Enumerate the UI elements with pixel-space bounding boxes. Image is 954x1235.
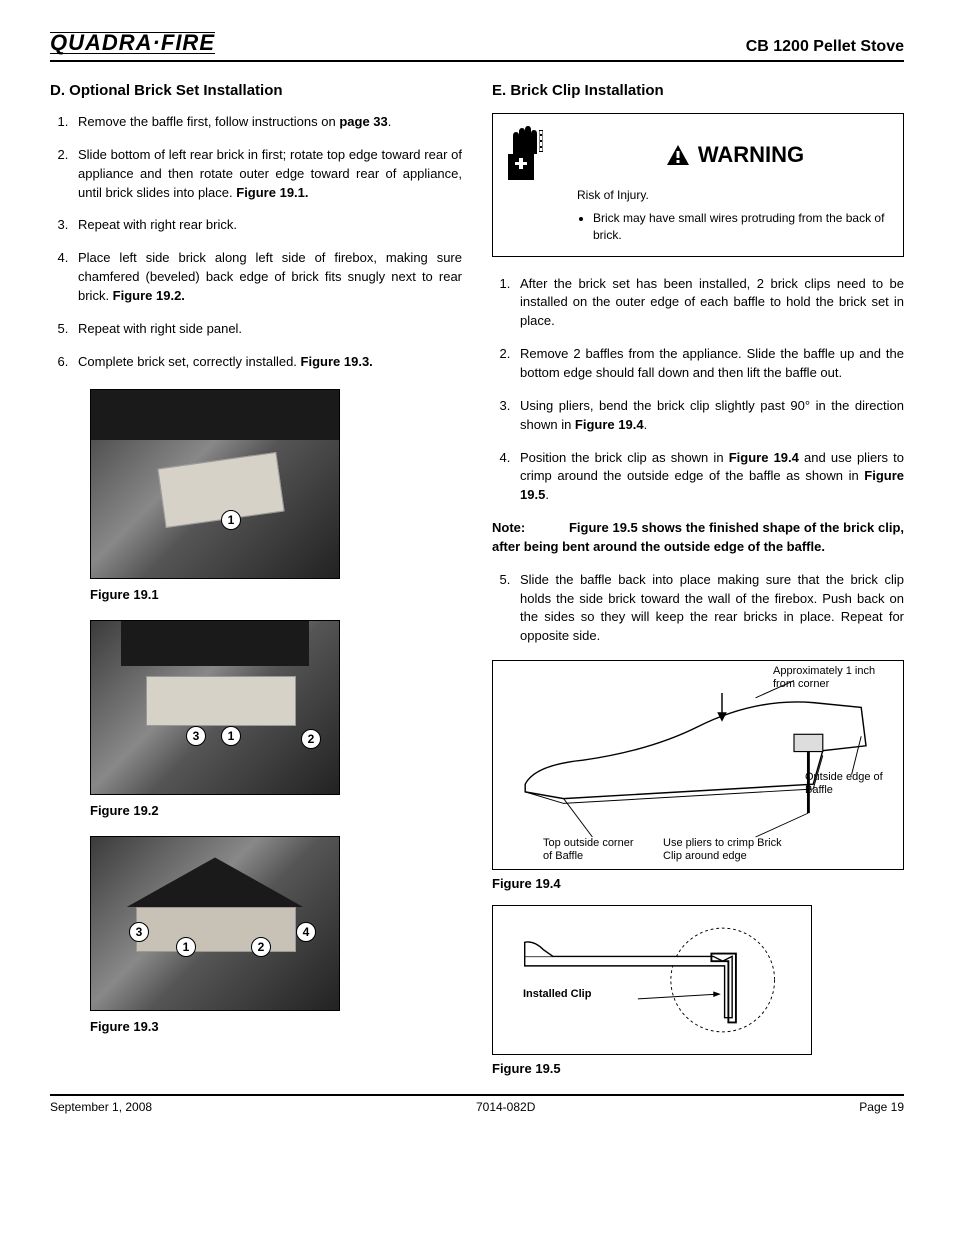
baffle-diagram-svg <box>501 669 895 861</box>
label-installed-clip: Installed Clip <box>523 988 591 1001</box>
step-bold: page 33 <box>339 114 387 129</box>
model-title: CB 1200 Pellet Stove <box>746 38 904 56</box>
warning-header: WARNING <box>503 124 893 186</box>
callout-2: 2 <box>301 729 321 749</box>
figure-19-3: 3 1 2 4 Figure 19.3 <box>90 836 462 1034</box>
warning-body: Risk of Injury. Brick may have small wir… <box>577 188 893 244</box>
left-column: D. Optional Brick Set Installation Remov… <box>50 82 462 1076</box>
step-d5: Repeat with right side panel. <box>72 320 462 339</box>
figure-19-3-photo: 3 1 2 4 <box>90 836 340 1011</box>
section-d-steps: Remove the baffle first, follow instruct… <box>50 113 462 371</box>
warning-risk: Risk of Injury. <box>577 188 893 202</box>
label-edge: Outside edge of Baffle <box>805 771 895 797</box>
step-d1: Remove the baffle first, follow instruct… <box>72 113 462 132</box>
step-e4: Position the brick clip as shown in Figu… <box>514 449 904 506</box>
figure-19-3-caption: Figure 19.3 <box>90 1019 462 1034</box>
note-block: Note: Figure 19.5 shows the finished sha… <box>492 519 904 557</box>
figure-19-2: 3 1 2 Figure 19.2 <box>90 620 462 818</box>
callout-2: 2 <box>251 937 271 957</box>
figure-19-1-photo: 1 <box>90 389 340 579</box>
step-bold: Figure 19.1. <box>236 185 308 200</box>
figure-19-4-caption: Figure 19.4 <box>492 876 904 891</box>
figure-19-4-diagram: Approximately 1 inch from corner Outside… <box>492 660 904 870</box>
warning-triangle-icon <box>666 144 690 166</box>
step-e3: Using pliers, bend the brick clip slight… <box>514 397 904 435</box>
figure-19-2-caption: Figure 19.2 <box>90 803 462 818</box>
section-e-title: E. Brick Clip Installation <box>492 82 904 99</box>
warning-title-text: WARNING <box>698 142 804 168</box>
note-body: Figure 19.5 shows the finished shape of … <box>492 520 904 554</box>
step-post: . <box>644 417 648 432</box>
note-label: Note: <box>492 520 529 535</box>
label-corner: Top outside corner of Baffle <box>543 837 643 863</box>
step-text: Repeat with right rear brick. <box>78 217 237 232</box>
callout-1: 1 <box>176 937 196 957</box>
warning-bullet: Brick may have small wires protruding fr… <box>593 210 893 244</box>
step-post: . <box>388 114 392 129</box>
warning-box: WARNING Risk of Injury. Brick may have s… <box>492 113 904 257</box>
step-bold: Figure 19.2. <box>113 288 185 303</box>
brand-logo: QUADRA·FIRE <box>50 30 215 56</box>
step-bold: Figure 19.3. <box>301 354 373 369</box>
page-header: QUADRA·FIRE CB 1200 Pellet Stove <box>50 30 904 62</box>
main-columns: D. Optional Brick Set Installation Remov… <box>50 82 904 1076</box>
warning-title: WARNING <box>577 142 893 168</box>
clip-diagram-svg <box>501 914 803 1046</box>
step-bold: Figure 19.4 <box>729 450 799 465</box>
label-pliers: Use pliers to crimp Brick Clip around ed… <box>663 837 803 863</box>
callout-4: 4 <box>296 922 316 942</box>
section-d-title: D. Optional Brick Set Installation <box>50 82 462 99</box>
figure-19-2-photo: 3 1 2 <box>90 620 340 795</box>
figure-19-5-diagram: Installed Clip <box>492 905 812 1055</box>
page-footer: September 1, 2008 7014-082D Page 19 <box>50 1094 904 1114</box>
footer-date: September 1, 2008 <box>50 1100 152 1114</box>
section-e-steps: After the brick set has been installed, … <box>492 275 904 505</box>
step-text: Complete brick set, correctly installed. <box>78 354 301 369</box>
callout-1: 1 <box>221 510 241 530</box>
step-post: . <box>545 487 549 502</box>
step-text: Remove the baffle first, follow instruct… <box>78 114 339 129</box>
figure-19-1: 1 Figure 19.1 <box>90 389 462 602</box>
label-approx: Approximately 1 inch from corner <box>773 665 893 691</box>
footer-docnum: 7014-082D <box>476 1100 535 1114</box>
section-e-steps-cont: Slide the baffle back into place making … <box>492 571 904 646</box>
figure-19-1-caption: Figure 19.1 <box>90 587 462 602</box>
step-bold: Figure 19.4 <box>575 417 644 432</box>
step-e2: Remove 2 baffles from the appliance. Sli… <box>514 345 904 383</box>
step-e5: Slide the baffle back into place making … <box>514 571 904 646</box>
step-text: Position the brick clip as shown in <box>520 450 729 465</box>
step-text: Repeat with right side panel. <box>78 321 242 336</box>
callout-1: 1 <box>221 726 241 746</box>
step-d4: Place left side brick along left side of… <box>72 249 462 306</box>
step-e1: After the brick set has been installed, … <box>514 275 904 332</box>
right-column: E. Brick Clip Installation <box>492 82 904 1076</box>
footer-page: Page 19 <box>859 1100 904 1114</box>
step-d3: Repeat with right rear brick. <box>72 216 462 235</box>
step-d6: Complete brick set, correctly installed.… <box>72 353 462 372</box>
hand-stop-icon <box>503 124 565 186</box>
step-d2: Slide bottom of left rear brick in first… <box>72 146 462 203</box>
figure-19-5-caption: Figure 19.5 <box>492 1061 904 1076</box>
callout-3: 3 <box>186 726 206 746</box>
